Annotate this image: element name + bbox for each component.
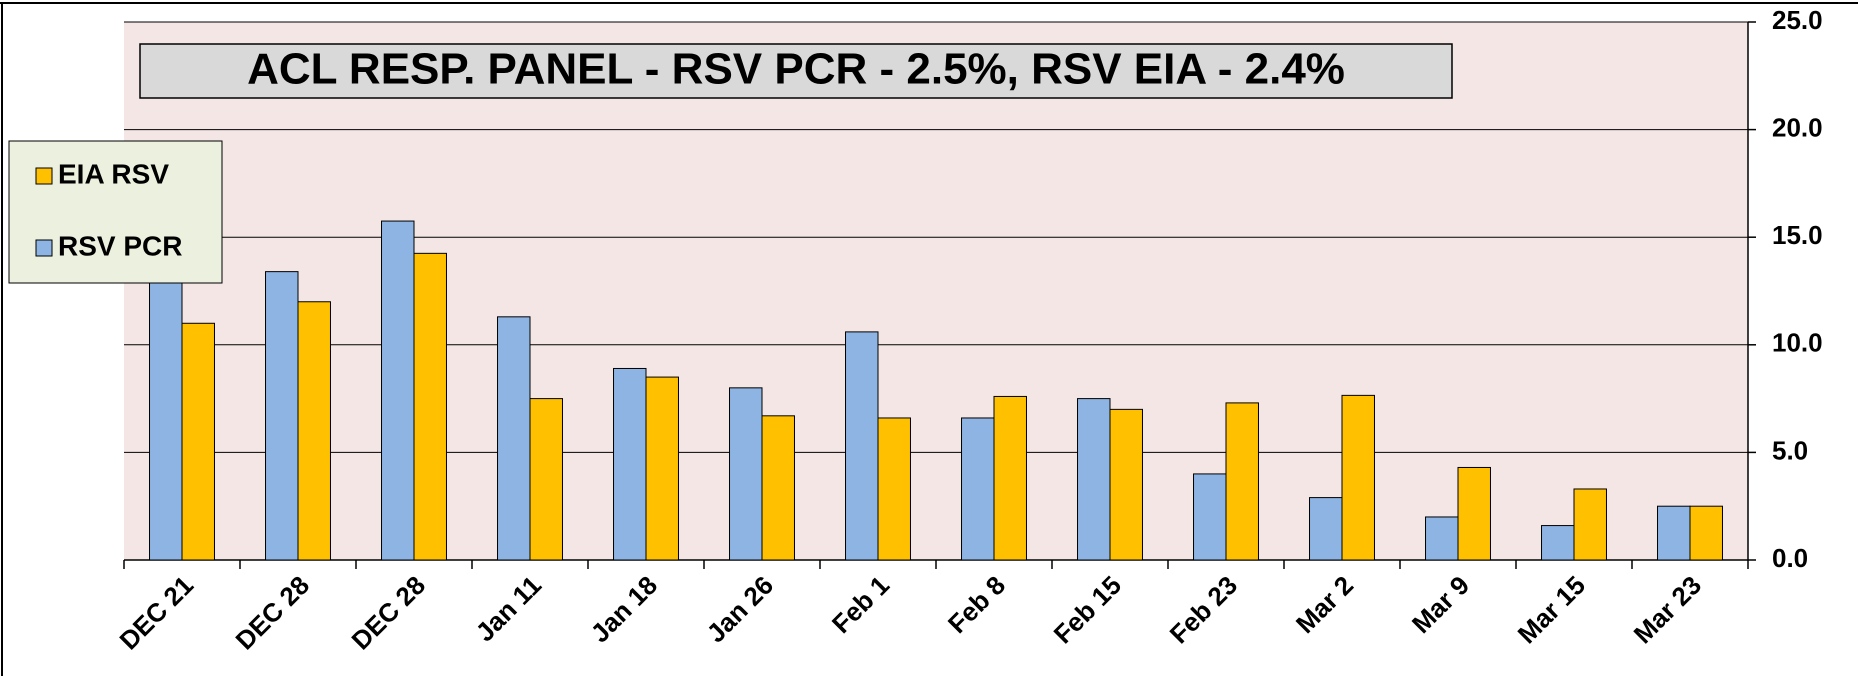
bar xyxy=(613,367,647,561)
plot-area xyxy=(124,22,1748,560)
bar xyxy=(1193,473,1227,561)
bar xyxy=(1225,402,1259,561)
bar xyxy=(1077,398,1111,561)
bar xyxy=(1425,516,1459,561)
y-tick-label: 20.0 xyxy=(1772,112,1823,142)
bar xyxy=(1341,394,1375,561)
bar xyxy=(149,258,183,561)
title-box xyxy=(139,43,1453,99)
bar xyxy=(265,271,299,561)
bar xyxy=(729,387,763,561)
bar xyxy=(761,415,795,561)
bar xyxy=(1541,525,1575,561)
bar xyxy=(181,322,215,561)
legend-swatch xyxy=(35,239,53,257)
legend: RSV PCR EIA RSV xyxy=(8,140,223,284)
y-tick-label: 10.0 xyxy=(1772,328,1823,358)
bar xyxy=(529,398,563,561)
y-tick-label: 15.0 xyxy=(1772,220,1823,250)
y-tick-label: 25.0 xyxy=(1772,5,1823,35)
bar xyxy=(1109,408,1143,561)
bar xyxy=(845,331,879,561)
legend-swatch xyxy=(35,167,53,185)
bar xyxy=(1657,505,1691,561)
bar xyxy=(645,376,679,561)
bar xyxy=(297,301,331,561)
bar xyxy=(381,220,415,561)
y-tick-label: 0.0 xyxy=(1772,543,1808,573)
bar xyxy=(993,395,1027,561)
bar xyxy=(497,316,531,561)
bar xyxy=(877,417,911,561)
bar xyxy=(961,417,995,561)
bar xyxy=(1689,505,1723,561)
legend-box xyxy=(8,140,223,284)
bar xyxy=(1457,466,1491,561)
legend-label: RSV PCR xyxy=(58,230,182,261)
legend-label: EIA RSV xyxy=(58,158,169,189)
bar xyxy=(1309,497,1343,561)
bar xyxy=(1573,488,1607,561)
y-tick-label: 5.0 xyxy=(1772,435,1808,465)
chart-title: ACL RESP. PANEL - RSV PCR - 2.5%, RSV EI… xyxy=(247,45,1345,94)
bar xyxy=(413,252,447,561)
